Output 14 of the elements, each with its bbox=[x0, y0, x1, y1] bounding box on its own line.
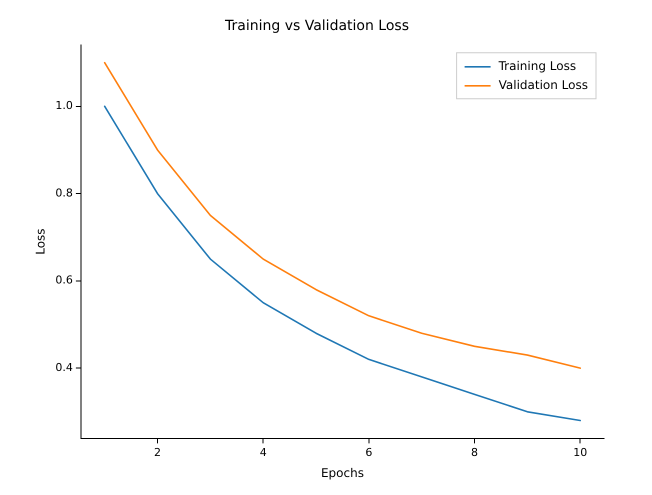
legend-label: Training Loss bbox=[498, 58, 576, 73]
y-axis-title: Loss bbox=[33, 228, 48, 255]
y-tick-label: 0.6 bbox=[55, 274, 73, 287]
x-tick-label: 10 bbox=[573, 446, 588, 459]
chart-title: Training vs Validation Loss bbox=[224, 18, 410, 34]
x-axis-title: Epochs bbox=[320, 466, 364, 480]
x-tick-label: 6 bbox=[365, 446, 372, 459]
y-tick-label: 0.8 bbox=[55, 186, 73, 200]
x-tick-label: 4 bbox=[260, 446, 267, 459]
x-tick-label: 2 bbox=[154, 446, 162, 459]
legend-label: Validation Loss bbox=[498, 78, 588, 92]
y-tick-label: 1.0 bbox=[55, 99, 73, 112]
y-tick-label: 0.4 bbox=[55, 361, 73, 374]
x-tick-label: 8 bbox=[471, 446, 478, 459]
